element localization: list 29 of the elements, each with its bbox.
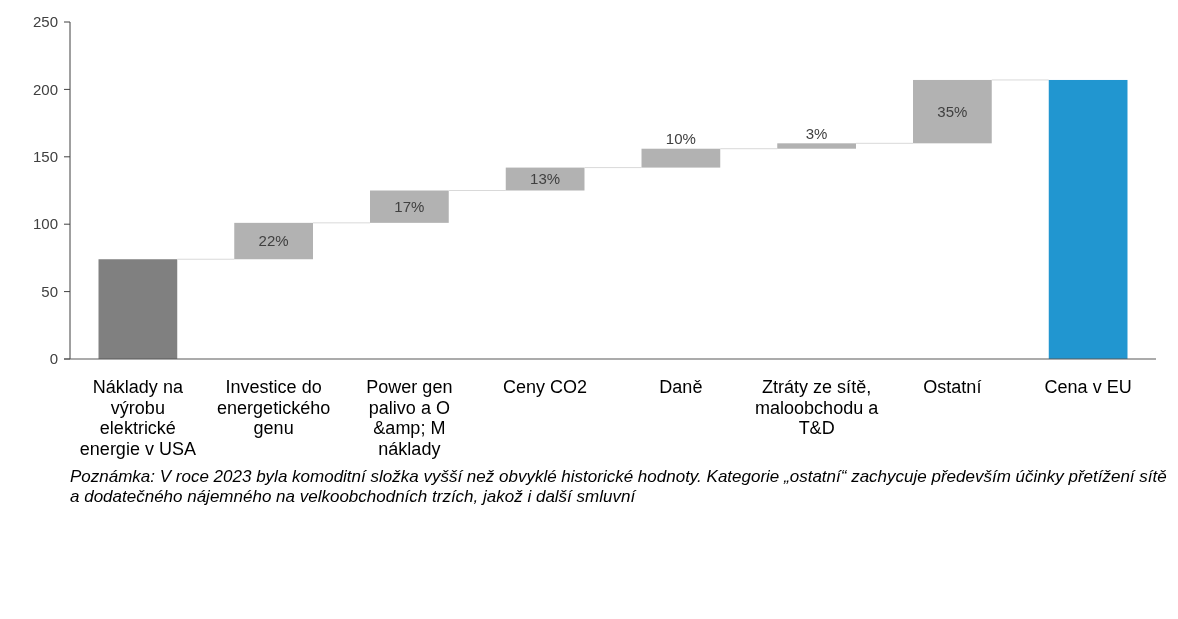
annotation: 3% bbox=[805, 124, 828, 142]
x-tick-label: Power gen palivo a O &amp; M náklady bbox=[366, 377, 453, 460]
bar bbox=[234, 222, 313, 260]
x-tick-label: Ostatní bbox=[923, 377, 982, 397]
annotation: 13% bbox=[530, 170, 561, 188]
bar bbox=[913, 79, 992, 144]
bar bbox=[641, 148, 721, 168]
x-tick-label: Ztráty ze sítě, maloobchodu a T&D bbox=[755, 377, 880, 439]
bar bbox=[1048, 79, 1128, 359]
annotation: 22% bbox=[258, 232, 289, 250]
bar bbox=[370, 190, 449, 223]
x-tick-label: Investice do energetického genu bbox=[217, 377, 331, 439]
y-tick-label: 200 bbox=[32, 80, 58, 98]
y-tick-label: 0 bbox=[49, 350, 58, 368]
y-tick-label: 50 bbox=[41, 282, 58, 300]
y-tick-label: 250 bbox=[32, 13, 58, 31]
bar bbox=[777, 143, 856, 149]
annotation: 17% bbox=[394, 197, 425, 215]
x-tick-label: Cena v EU bbox=[1044, 377, 1132, 397]
annotation: 35% bbox=[937, 102, 968, 120]
x-tick-label: Daně bbox=[659, 377, 703, 397]
bar bbox=[98, 259, 178, 359]
bar bbox=[505, 167, 585, 191]
x-tick-label: Náklady na výrobu elektrické energie v USA bbox=[79, 377, 196, 460]
x-tick-label: Ceny CO2 bbox=[503, 377, 588, 397]
annotation: 10% bbox=[665, 129, 696, 147]
y-tick-label: 100 bbox=[32, 215, 58, 233]
text: Poznámka: V roce 2023 byla komoditní složka vyšší než obvyklé historické hodnoty. Kategorie „ostatní“ zachycuje především účinky přetížení sítě a dodatečného nájemného na velkoobchodních trzích, jakož i další smluvní bbox=[70, 466, 1167, 507]
y-tick-label: 150 bbox=[32, 148, 58, 166]
